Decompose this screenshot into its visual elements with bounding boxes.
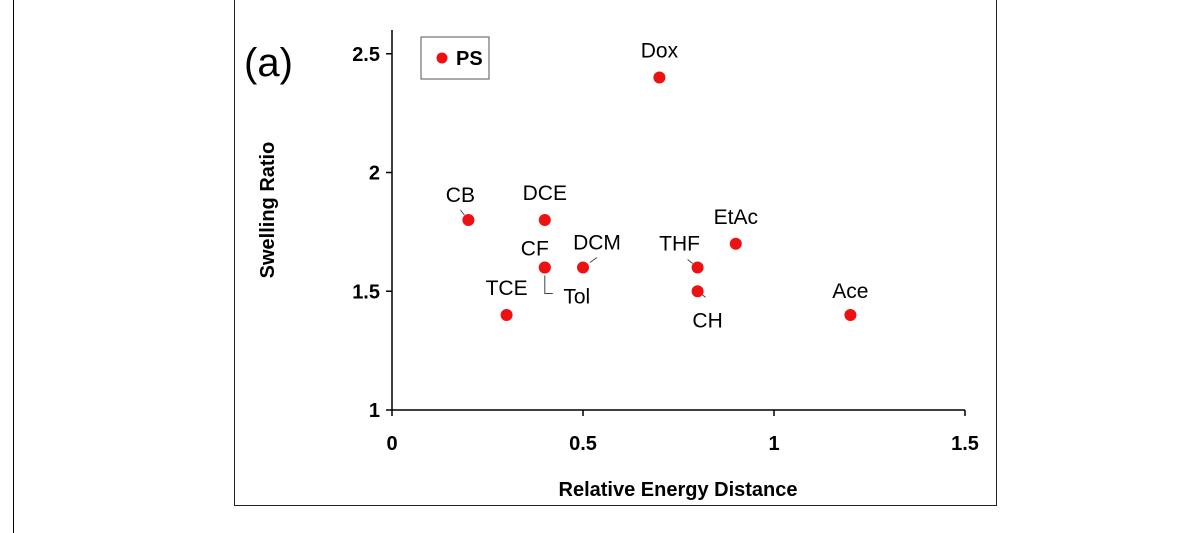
label-leader-lines — [460, 209, 706, 298]
point-label-ch: CH — [692, 309, 722, 332]
x-tick-label: 1 — [768, 433, 779, 455]
leader-line — [544, 275, 553, 294]
data-point-dcm — [577, 261, 589, 274]
data-point-dox — [653, 71, 666, 84]
y-tick-label: 1 — [369, 400, 380, 422]
y-tick-label: 1.5 — [352, 281, 380, 303]
point-label-ace: Ace — [832, 280, 868, 303]
legend-label: PS — [456, 48, 483, 70]
data-point-tol — [538, 261, 551, 274]
table-border-left — [13, 0, 14, 533]
legend: PS — [420, 36, 490, 80]
point-label-cb: CB — [446, 184, 475, 207]
x-axis-title: Relative Energy Distance — [559, 479, 798, 501]
chart-frame — [234, 0, 997, 506]
point-labels: CB DCE CF Tol DCM TCE Dox THF CH EtAc Ace — [446, 40, 869, 333]
leader-line — [589, 257, 598, 263]
data-point-tce — [500, 309, 513, 321]
x-tick-label: 0 — [386, 433, 397, 455]
leader-line — [687, 259, 693, 264]
data-points — [462, 71, 857, 321]
y-tick-label: 2 — [369, 163, 380, 185]
panel-label: (a) — [244, 41, 293, 85]
x-tick-label: 0.5 — [569, 433, 597, 455]
legend-marker — [436, 52, 448, 64]
x-ticks: 0 0.5 1 1.5 — [386, 410, 979, 455]
leader-line — [460, 209, 465, 216]
point-label-cf: CF — [521, 238, 549, 261]
point-label-etac: EtAc — [714, 206, 758, 229]
data-point-etac — [729, 237, 742, 250]
point-label-dcm: DCM — [573, 232, 621, 255]
y-ticks: 1 1.5 2 2.5 — [352, 44, 392, 422]
y-axis-title: Swelling Ratio — [257, 142, 279, 279]
data-point-ch — [691, 285, 704, 298]
y-tick-label: 2.5 — [352, 44, 380, 66]
point-label-tol: Tol — [563, 286, 590, 309]
data-point-ace — [844, 309, 857, 321]
point-label-dox: Dox — [641, 40, 679, 63]
point-label-dce: DCE — [523, 182, 567, 205]
point-label-thf: THF — [659, 233, 700, 256]
x-tick-label: 1.5 — [951, 433, 979, 455]
data-point-thf — [691, 261, 704, 274]
data-point-cb — [462, 214, 475, 226]
data-point-dce — [538, 214, 551, 226]
point-label-tce: TCE — [486, 277, 528, 300]
legend-box — [420, 36, 490, 80]
